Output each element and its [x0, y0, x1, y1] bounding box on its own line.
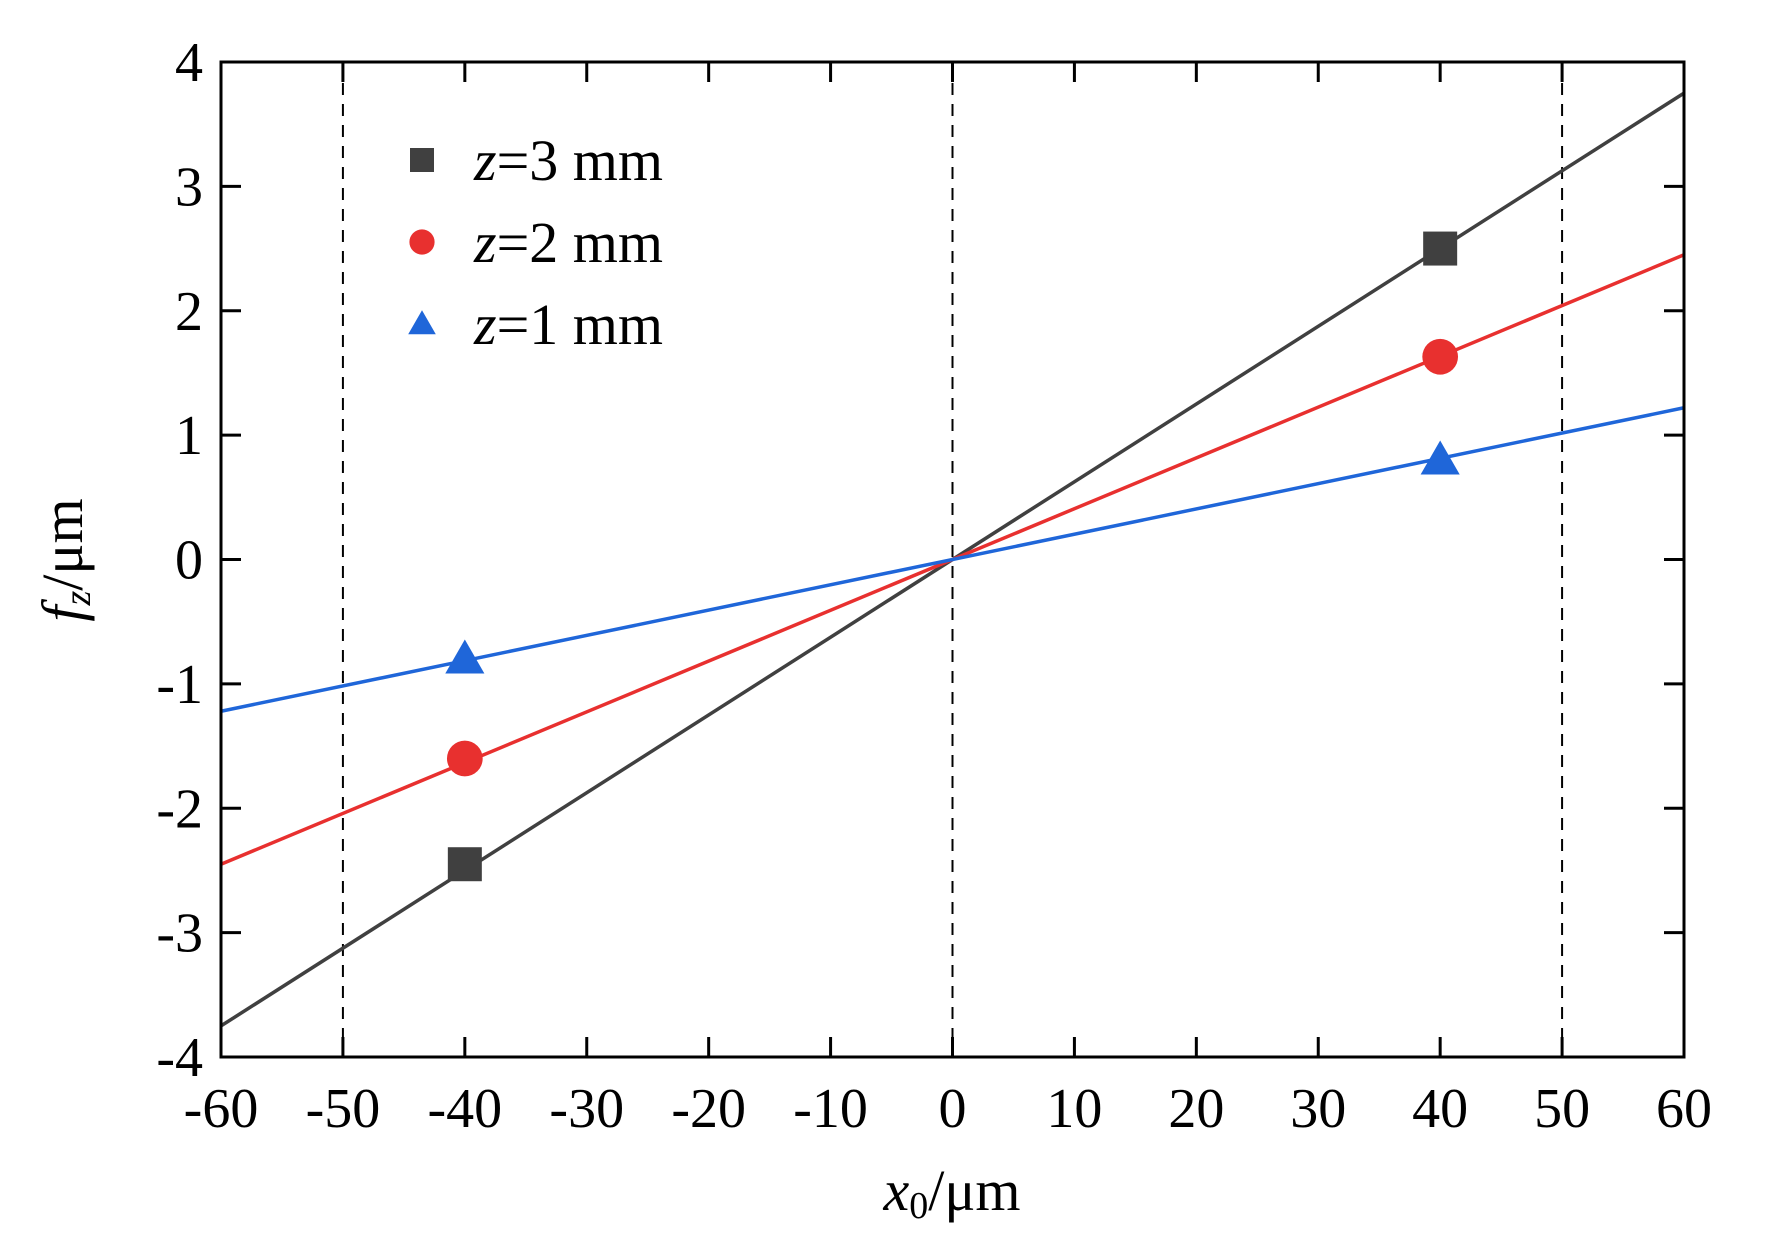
x-tick-label: 10	[1046, 1078, 1102, 1140]
legend-label-var: z	[473, 292, 497, 357]
legend-marker-square	[410, 148, 434, 172]
legend-label-value: =3 mm	[497, 128, 663, 193]
x-tick-label: 20	[1168, 1078, 1224, 1140]
legend-label: z=3 mm	[473, 128, 663, 193]
legend-marker-circle	[409, 229, 435, 255]
legend-label: z=1 mm	[473, 292, 663, 357]
y-tick-label: 2	[175, 281, 203, 343]
series-markers	[445, 231, 1460, 882]
y-tick-label: 3	[175, 156, 203, 218]
legend-label-var: z	[473, 128, 497, 193]
x-tick-label: -60	[184, 1078, 259, 1140]
x-tick-label: -10	[793, 1078, 868, 1140]
x-tick-label: -20	[671, 1078, 746, 1140]
x-tick-label: -40	[428, 1078, 503, 1140]
y-tick-label: -2	[156, 778, 203, 840]
legend-marker-triangle	[408, 310, 436, 335]
data-point-circle	[1422, 338, 1459, 375]
x-axis-label: x0/μm	[882, 1158, 1020, 1227]
data-point-square	[447, 847, 482, 882]
data-point-circle	[446, 740, 483, 777]
data-point-square	[1423, 231, 1458, 266]
data-point-triangle	[445, 639, 485, 674]
x-tick-label: 50	[1534, 1078, 1590, 1140]
legend-label-value: =1 mm	[497, 292, 663, 357]
y-tick-label: -1	[156, 654, 203, 716]
legend-label-var: z	[473, 210, 497, 275]
x-tick-label: 60	[1656, 1078, 1712, 1140]
y-tick-label: 4	[175, 32, 203, 94]
y-axis-label: fz/μm	[30, 498, 99, 621]
legend: z=3 mmz=2 mmz=1 mm	[408, 128, 663, 357]
x-tick-label: 0	[939, 1078, 967, 1140]
legend-label-value: =2 mm	[497, 210, 663, 275]
x-tick-label: -50	[306, 1078, 381, 1140]
reference-lines	[341, 62, 1564, 1057]
y-tick-label: -3	[156, 903, 203, 965]
y-tick-label: 0	[175, 530, 203, 592]
data-point-triangle	[1420, 440, 1460, 475]
legend-label: z=2 mm	[473, 210, 663, 275]
y-tick-label: 1	[175, 405, 203, 467]
x-tick-label: 40	[1412, 1078, 1468, 1140]
x-tick-label: -30	[549, 1078, 624, 1140]
x-tick-label: 30	[1290, 1078, 1346, 1140]
series-line-triangle	[220, 406, 1685, 713]
axis-ticks: -60 -50 -40 -30 -20 -10 0 10 20 30 40 50 60-4-3-2-10…	[156, 32, 1712, 1140]
y-tick-label: -4	[156, 1027, 203, 1089]
